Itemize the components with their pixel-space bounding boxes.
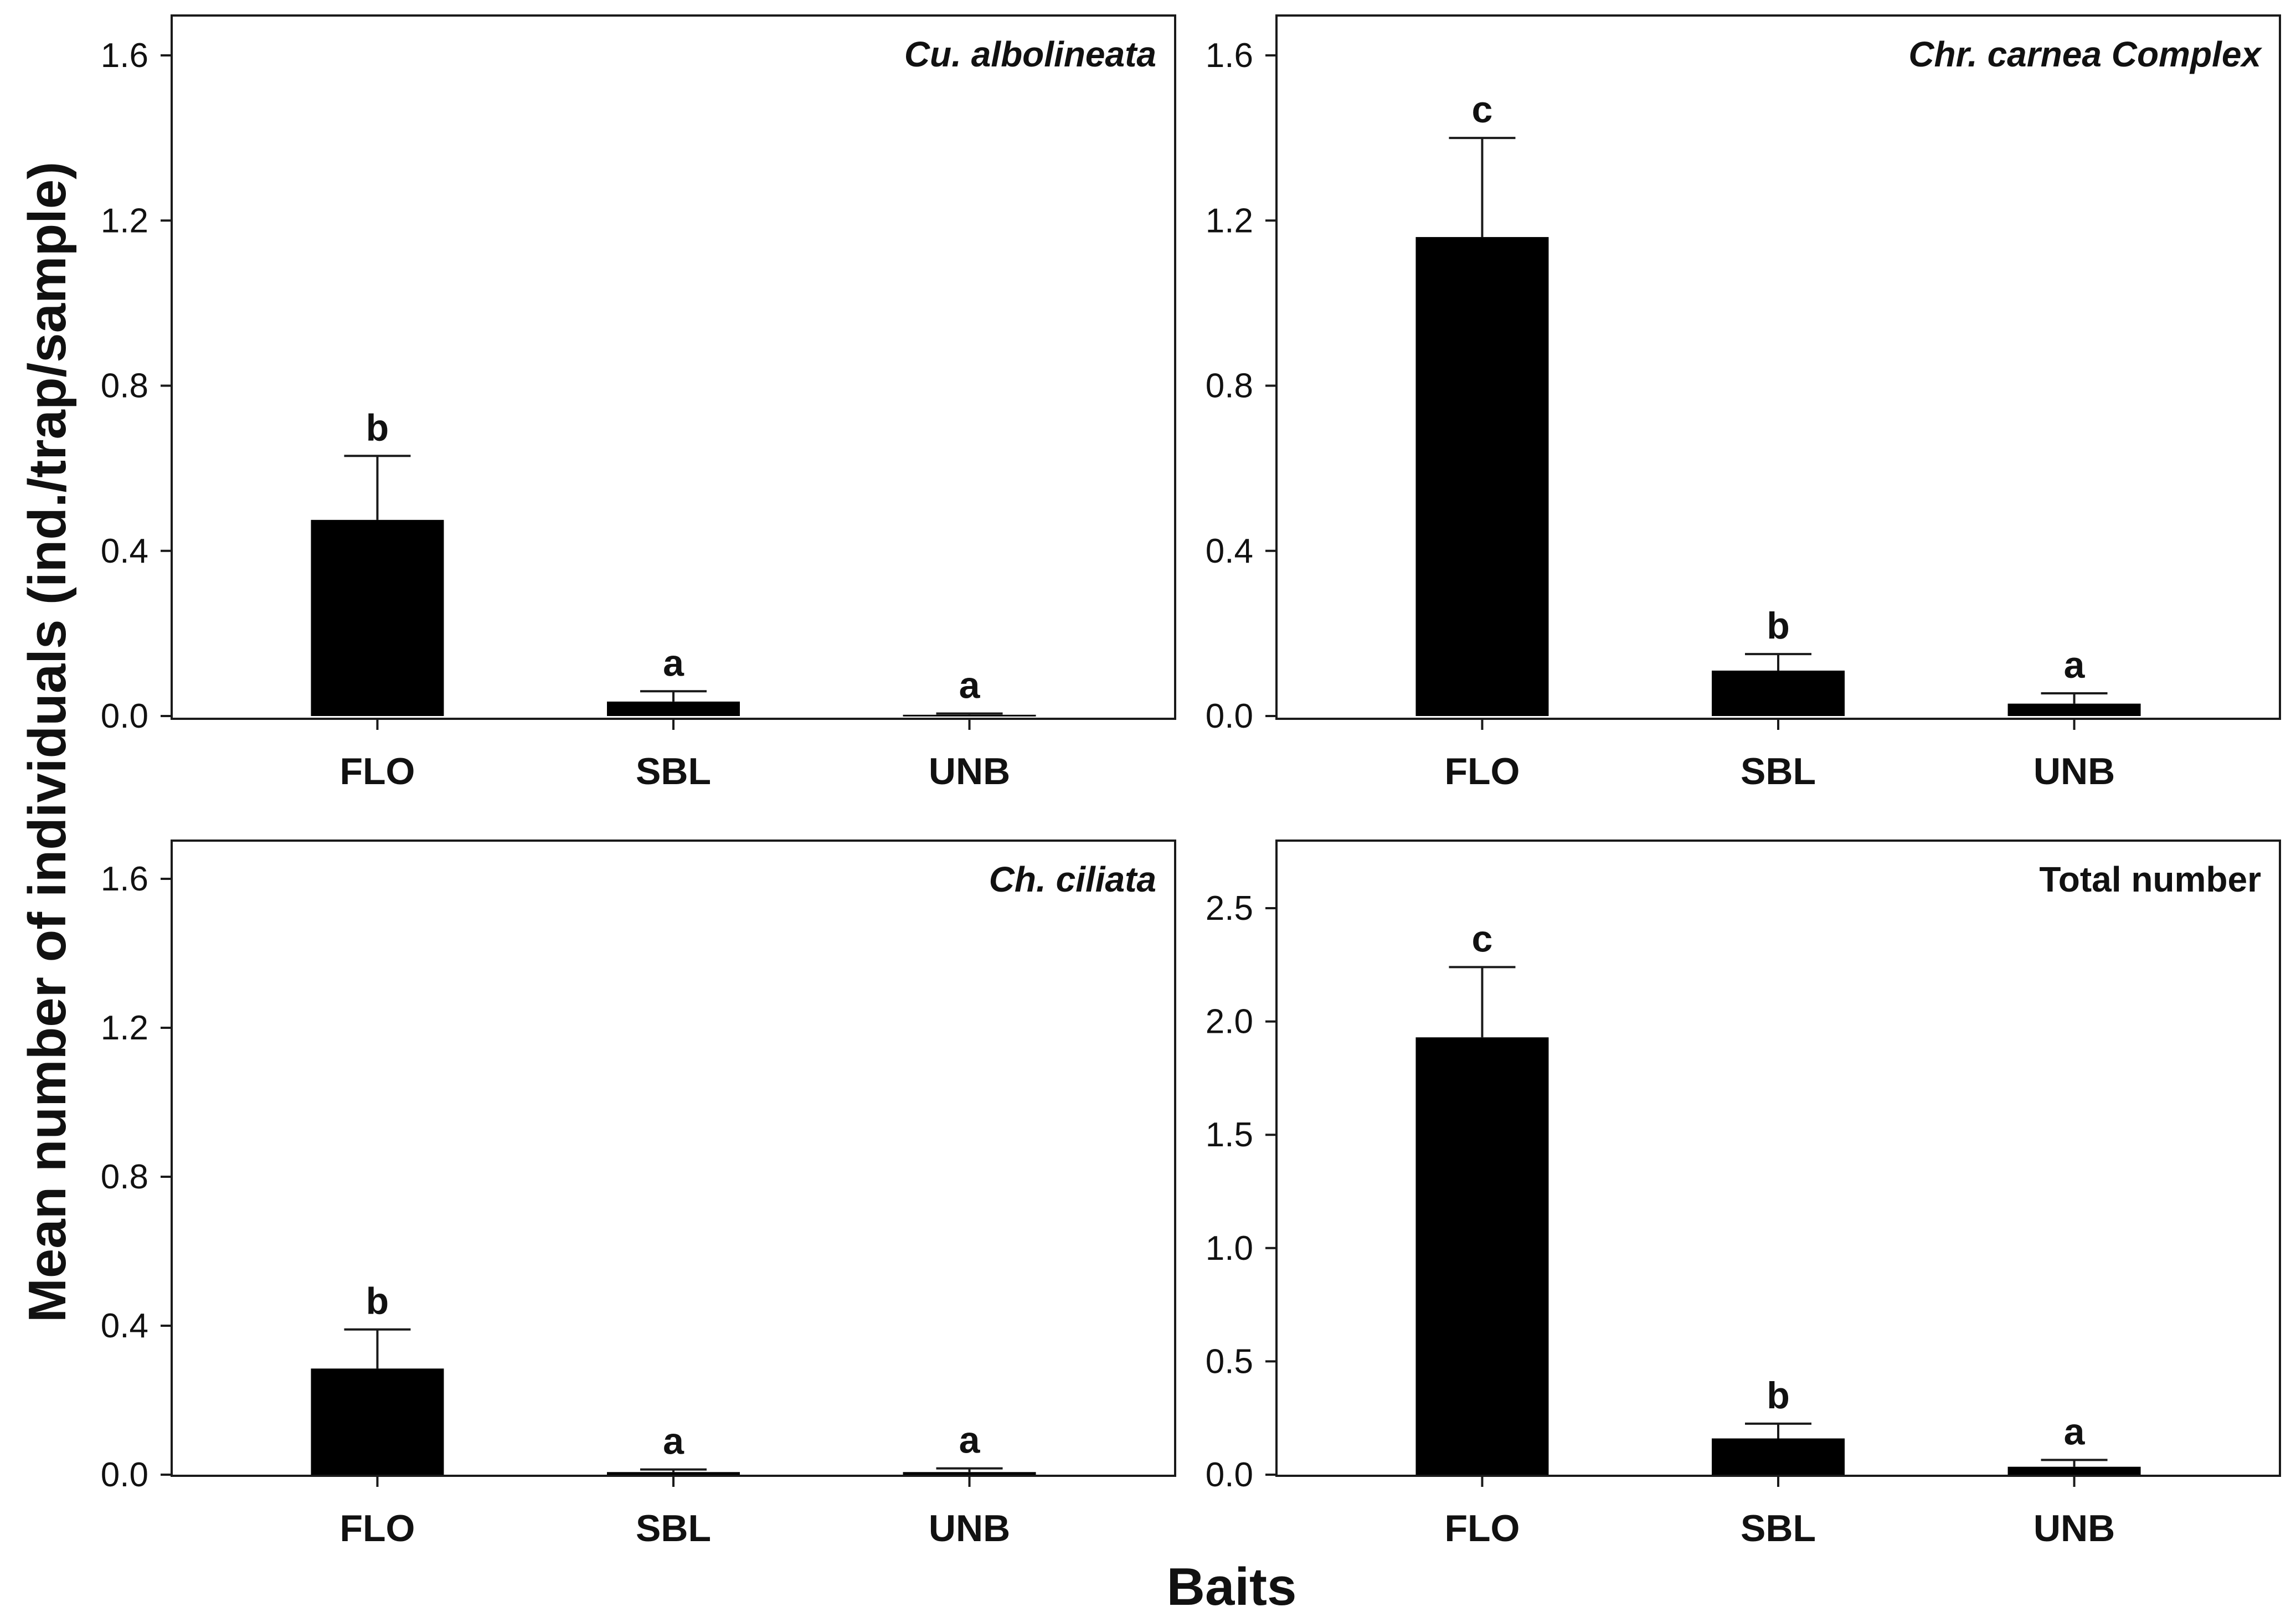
significance-letter: b [366,1280,389,1322]
category-label: FLO [339,1507,415,1549]
significance-letter: a [959,1419,981,1461]
bar-unb [2007,703,2141,716]
significance-letter: a [2064,644,2086,686]
panel-1: 0.0 0.4 0.8 1.2 1.6 Cu. albolineata b FLO a SBL a U… [101,14,1176,792]
y-axis-title: Mean number of individuals (ind./trap/sa… [18,162,77,1322]
significance-letter: a [2064,1410,2086,1453]
significance-letter: b [1767,605,1790,647]
bar-unb [903,714,1036,717]
panel-title: Total number [2039,859,2261,899]
significance-letter: b [1767,1374,1790,1417]
y-tick-label: 1.0 [1206,1229,1253,1268]
panel-4: 0.0 0.5 1.0 1.5 2.0 2.5 Total number c FLO b SBL a U… [1206,840,2281,1549]
category-label: UNB [929,1507,1010,1549]
panel-3: 0.0 0.4 0.8 1.2 1.6 Ch. ciliata b FLO a SBL a UNB [101,840,1176,1549]
y-tick-label: 0.4 [101,532,148,570]
bar-sbl [1712,670,1845,716]
category-label: SBL [1741,750,1816,792]
y-tick-label: 0.0 [101,1456,148,1494]
category-label: SBL [1741,1507,1816,1549]
y-tick-label: 1.6 [101,860,148,898]
y-tick-label: 2.5 [1206,889,1253,928]
bar-flo [311,1368,444,1475]
panel-title: Ch. ciliata [989,859,1156,899]
category-label: UNB [2034,750,2115,792]
y-tick-label: 1.5 [1206,1116,1253,1154]
y-tick-label: 2.0 [1206,1003,1253,1041]
bar-flo [311,519,444,716]
category-label: FLO [1444,750,1520,792]
y-tick-label: 0.8 [1206,367,1253,405]
category-label: FLO [1444,1507,1520,1549]
bar-unb [903,1472,1036,1475]
panels: 0.0 0.4 0.8 1.2 1.6 Cu. albolineata b FLO a SBL a U… [101,14,2281,1549]
bar-sbl [607,701,740,716]
y-tick-label: 0.8 [101,367,148,405]
y-tick-label: 1.6 [1206,37,1253,75]
category-label: SBL [636,750,711,792]
y-tick-label: 0.8 [101,1158,148,1196]
bar-unb [2007,1466,2141,1475]
category-label: UNB [929,750,1010,792]
y-tick-label: 0.0 [1206,697,1253,735]
significance-letter: a [663,642,684,684]
panel-title: Cu. albolineata [904,34,1156,74]
category-label: SBL [636,1507,711,1549]
category-label: FLO [339,750,415,792]
bar-flo [1415,1037,1549,1475]
y-tick-label: 1.2 [1206,202,1253,240]
significance-letter: c [1472,89,1493,131]
y-tick-label: 0.4 [1206,532,1253,570]
bar-sbl [607,1472,740,1475]
y-tick-label: 1.2 [101,202,148,240]
y-tick-label: 1.2 [101,1009,148,1047]
category-label: UNB [2034,1507,2115,1549]
significance-letter: b [366,406,389,449]
panel-2: 0.0 0.4 0.8 1.2 1.6 Chr. carnea Complex c FLO b S… [1206,14,2281,792]
significance-letter: a [663,1420,684,1462]
y-tick-label: 0.0 [1206,1456,1253,1494]
significance-letter: a [959,665,981,707]
significance-letter: c [1472,918,1493,960]
x-axis-title: Baits [1167,1557,1297,1616]
y-tick-label: 1.6 [101,37,148,75]
bar-sbl [1712,1438,1845,1475]
y-tick-label: 0.5 [1206,1342,1253,1381]
y-tick-label: 0.0 [101,697,148,735]
y-tick-label: 0.4 [101,1307,148,1345]
panel-title: Chr. carnea Complex [1908,34,2262,74]
bar-flo [1415,237,1549,716]
